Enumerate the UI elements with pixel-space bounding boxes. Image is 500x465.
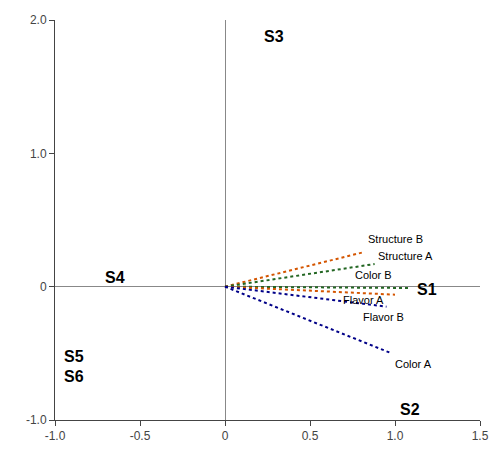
svg-text:S3: S3 xyxy=(264,28,284,45)
svg-text:1.5: 1.5 xyxy=(472,429,489,443)
svg-text:S2: S2 xyxy=(400,401,420,418)
svg-text:S1: S1 xyxy=(417,281,437,298)
svg-text:Structure A: Structure A xyxy=(378,250,433,262)
svg-text:1.0: 1.0 xyxy=(30,147,47,161)
svg-text:Flavor A: Flavor A xyxy=(343,294,384,306)
svg-text:S4: S4 xyxy=(105,269,125,286)
svg-text:Flavor B: Flavor B xyxy=(363,311,404,323)
svg-text:S6: S6 xyxy=(64,368,84,385)
svg-text:S5: S5 xyxy=(64,348,84,365)
svg-text:-1.0: -1.0 xyxy=(45,429,66,443)
svg-text:0.5: 0.5 xyxy=(302,429,319,443)
svg-text:0: 0 xyxy=(222,429,229,443)
svg-text:-1.0: -1.0 xyxy=(26,413,47,427)
svg-text:Color B: Color B xyxy=(355,269,392,281)
svg-text:-0.5: -0.5 xyxy=(130,429,151,443)
svg-text:1.0: 1.0 xyxy=(387,429,404,443)
svg-text:Structure B: Structure B xyxy=(368,233,423,245)
svg-text:Color A: Color A xyxy=(395,358,432,370)
svg-text:2.0: 2.0 xyxy=(30,13,47,27)
svg-text:0: 0 xyxy=(40,280,47,294)
